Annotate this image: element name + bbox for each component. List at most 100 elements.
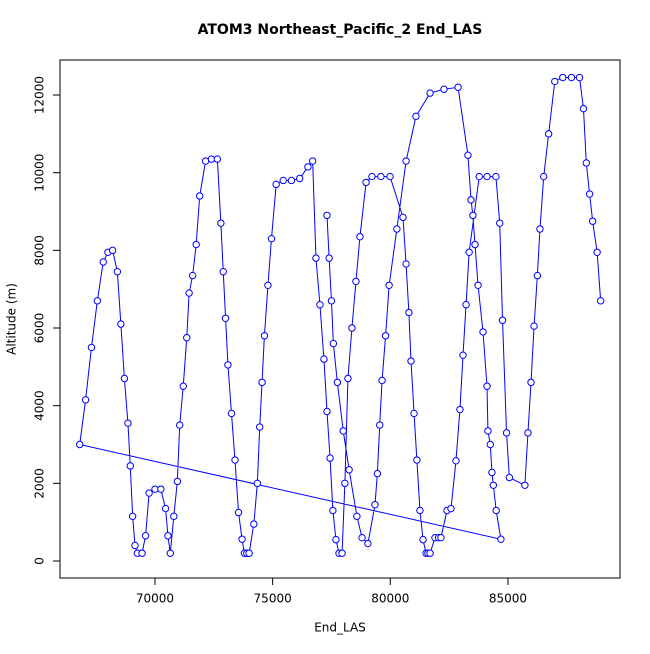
point <box>551 77 559 86</box>
point <box>496 219 504 227</box>
point <box>120 374 129 383</box>
point <box>567 73 576 82</box>
point <box>579 104 588 113</box>
point <box>175 421 184 429</box>
x-tick-label: 80000 <box>371 592 409 606</box>
point <box>258 378 266 387</box>
point <box>213 155 222 163</box>
point <box>173 477 182 486</box>
point <box>87 343 96 352</box>
point <box>164 532 172 540</box>
point <box>238 535 246 543</box>
point <box>475 172 483 181</box>
point <box>272 180 280 189</box>
point <box>326 454 334 462</box>
point <box>341 479 349 488</box>
point <box>264 281 272 289</box>
point <box>99 258 107 266</box>
point <box>368 172 376 181</box>
x-axis-label: End_LAS <box>314 621 366 635</box>
point <box>128 512 137 521</box>
point <box>464 151 472 159</box>
point <box>170 512 178 521</box>
point <box>345 466 353 474</box>
point <box>75 440 84 449</box>
point <box>530 322 538 330</box>
point <box>353 512 361 521</box>
point <box>217 219 225 227</box>
point <box>524 429 532 437</box>
point <box>402 157 410 165</box>
point <box>352 277 360 286</box>
point <box>338 549 346 557</box>
point <box>312 254 320 262</box>
point <box>575 73 584 82</box>
point <box>358 533 366 542</box>
point <box>219 268 227 276</box>
point <box>253 479 262 488</box>
point <box>316 301 324 309</box>
point <box>279 176 287 185</box>
point <box>582 159 591 167</box>
point <box>488 468 496 477</box>
point <box>234 508 243 517</box>
point <box>224 361 232 369</box>
point <box>333 378 342 387</box>
point <box>467 196 475 204</box>
point <box>179 382 187 390</box>
point <box>377 172 385 181</box>
point <box>250 520 258 528</box>
point <box>452 457 460 465</box>
point <box>364 539 372 548</box>
point <box>320 355 328 363</box>
point <box>479 328 487 336</box>
plot-frame <box>59 59 621 579</box>
point <box>308 157 317 165</box>
point <box>521 481 529 489</box>
point <box>437 533 445 542</box>
point <box>459 351 467 359</box>
point <box>386 172 394 181</box>
point <box>483 382 491 390</box>
point <box>93 297 102 305</box>
point <box>227 409 236 418</box>
y-tick-label: 8000 <box>33 235 47 266</box>
point <box>527 378 535 387</box>
point <box>540 172 548 181</box>
point <box>492 506 500 515</box>
point <box>559 73 567 82</box>
point <box>256 423 264 431</box>
point <box>356 233 364 241</box>
point <box>502 429 511 437</box>
point <box>484 427 492 435</box>
point <box>402 260 410 268</box>
point <box>267 234 276 243</box>
point <box>492 172 500 181</box>
point <box>456 405 464 414</box>
point <box>465 248 473 256</box>
point <box>585 190 594 198</box>
y-tick-label: 10000 <box>33 154 47 192</box>
point <box>371 500 379 509</box>
y-tick-label: 4000 <box>33 390 47 421</box>
point <box>304 163 312 171</box>
y-tick-label: 6000 <box>33 313 47 344</box>
point <box>385 281 393 289</box>
point <box>373 469 382 478</box>
point <box>327 297 336 305</box>
point <box>323 407 331 416</box>
point <box>329 339 338 348</box>
y-tick-label: 2000 <box>33 468 47 499</box>
point <box>469 211 477 220</box>
point <box>454 83 462 91</box>
point <box>536 225 544 233</box>
point <box>131 541 139 550</box>
point <box>296 174 304 183</box>
point <box>588 217 597 225</box>
point <box>287 176 296 185</box>
point <box>416 506 424 515</box>
point <box>145 489 153 497</box>
point <box>221 314 230 323</box>
point <box>498 316 507 324</box>
